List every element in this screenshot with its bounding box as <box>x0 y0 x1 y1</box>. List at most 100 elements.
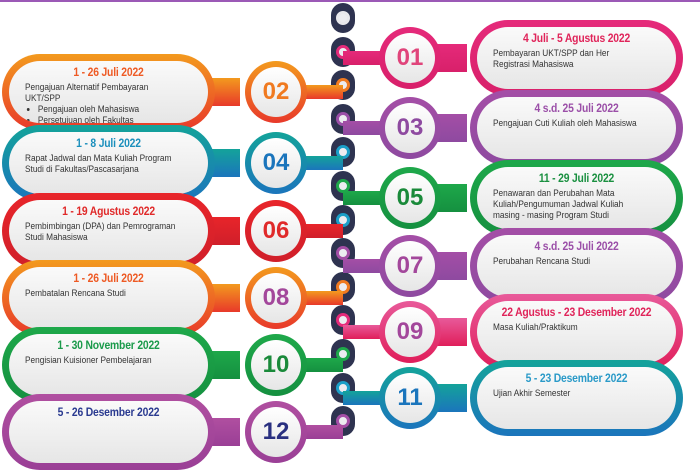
connector <box>343 259 383 273</box>
step-number-badge: 04 <box>245 132 307 194</box>
connector <box>300 156 343 170</box>
chain-dot <box>336 414 350 429</box>
event-description: Pembatalan Rencana Studi <box>25 288 179 299</box>
event-description-text: Pengajuan Alternatif Pembayaran UKT/SPP <box>25 82 149 103</box>
timeline-item-09: 22 Agustus - 23 Desember 2022 Masa Kulia… <box>0 294 700 370</box>
event-bullets: Pengajuan oleh MahasiswaPersetujuan oleh… <box>25 104 179 123</box>
event-card: 4 Juli - 5 Agustus 2022 Pembayaran UKT/S… <box>470 20 683 96</box>
event-card: 1 - 8 Juli 2022 Rapat Jadwal dan Mata Ku… <box>2 125 215 201</box>
event-card: 4 s.d. 25 Juli 2022 Pengajuan Cuti Kulia… <box>470 90 683 166</box>
event-description: Perubahan Rencana Studi <box>493 256 647 267</box>
connector <box>343 121 383 135</box>
timeline-item-10: 1 - 30 November 2022 Pengisian Kuisioner… <box>0 327 700 403</box>
event-description-text: Pembayaran UKT/SPP dan Her Registrasi Ma… <box>493 48 610 69</box>
event-description: Masa Kuliah/Praktikum <box>493 322 647 333</box>
event-description-text: Perubahan Rencana Studi <box>493 256 591 266</box>
event-description-text: Pengajuan Cuti Kuliah oleh Mahasiswa <box>493 118 637 128</box>
event-date: 4 Juli - 5 Agustus 2022 <box>522 33 631 45</box>
step-number-badge: 11 <box>379 367 441 429</box>
timeline-item-04: 1 - 8 Juli 2022 Rapat Jadwal dan Mata Ku… <box>0 125 700 201</box>
event-date: 11 - 29 Juli 2022 <box>538 173 615 185</box>
connector-neck <box>210 351 240 379</box>
event-description: Pengajuan Cuti Kuliah oleh Mahasiswa <box>493 118 647 129</box>
event-description: Penawaran dan Perubahan Mata Kuliah/Peng… <box>493 188 647 221</box>
connector-neck <box>210 217 240 245</box>
timeline-item-06: 1 - 19 Agustus 2022 Pembimbingan (DPA) d… <box>0 193 700 269</box>
event-card: 1 - 26 Juli 2022 Pengajuan Alternatif Pe… <box>2 54 215 130</box>
event-description-text: Masa Kuliah/Praktikum <box>493 322 578 332</box>
event-description: Pengajuan Alternatif Pembayaran UKT/SPPP… <box>25 82 179 123</box>
event-date: 1 - 26 Juli 2022 <box>73 67 144 79</box>
connector-neck <box>210 284 240 312</box>
connector-neck <box>210 149 240 177</box>
event-date: 1 - 8 Juli 2022 <box>76 138 141 150</box>
connector-neck <box>210 78 240 106</box>
chain-link <box>331 137 355 168</box>
chain-dot <box>336 246 350 261</box>
timeline-item-08: 1 - 26 Juli 2022 Pembatalan Rencana Stud… <box>0 260 700 336</box>
connector <box>343 391 383 405</box>
event-description-text: Penawaran dan Perubahan Mata Kuliah/Peng… <box>493 188 624 220</box>
step-number-badge: 06 <box>245 200 307 262</box>
event-description-text: Pengisian Kuisioner Pembelajaran <box>25 355 152 365</box>
step-number: 01 <box>385 33 435 83</box>
connector-neck <box>437 252 467 280</box>
event-date: 1 - 26 Juli 2022 <box>73 273 144 285</box>
event-description: Ujian Akhir Semester <box>493 388 647 399</box>
step-number-badge: 08 <box>245 267 307 329</box>
chain-dot <box>336 279 350 294</box>
timeline-item-03: 4 s.d. 25 Juli 2022 Pengajuan Cuti Kulia… <box>0 90 700 166</box>
connector-neck <box>437 114 467 142</box>
step-number-badge: 09 <box>379 301 441 363</box>
step-number: 06 <box>251 206 301 256</box>
timeline-item-07: 4 s.d. 25 Juli 2022 Perubahan Rencana St… <box>0 228 700 304</box>
event-description-text: Pembimbingan (DPA) dan Pemrograman Studi… <box>25 221 176 242</box>
event-card: 1 - 19 Agustus 2022 Pembimbingan (DPA) d… <box>2 193 215 269</box>
event-date: 1 - 30 November 2022 <box>57 340 160 352</box>
event-description: Pembimbingan (DPA) dan Pemrograman Studi… <box>25 221 179 243</box>
chain-dot <box>336 11 350 25</box>
event-date: 5 - 26 Desember 2022 <box>57 407 160 419</box>
step-number: 08 <box>251 273 301 323</box>
step-number: 09 <box>385 307 435 357</box>
chain-dot <box>336 145 350 160</box>
bullet-item: Persetujuan oleh Fakultas <box>38 115 179 123</box>
event-description-text: Ujian Akhir Semester <box>493 388 571 398</box>
step-number-badge: 02 <box>245 61 307 123</box>
step-number-badge: 12 <box>245 401 307 463</box>
chain-dot <box>336 212 350 227</box>
timeline-item-11: 5 - 23 Desember 2022 Ujian Akhir Semeste… <box>0 360 700 436</box>
step-number: 03 <box>385 103 435 153</box>
connector <box>300 85 343 99</box>
connector <box>300 224 343 238</box>
step-number: 04 <box>251 138 301 188</box>
connector <box>343 325 383 339</box>
connector-neck <box>437 44 467 72</box>
chain-link <box>331 3 355 33</box>
event-date: 22 Agustus - 23 Desember 2022 <box>501 307 652 319</box>
step-number: 05 <box>385 173 435 223</box>
step-number: 11 <box>385 373 435 423</box>
event-card: 5 - 26 Desember 2022 <box>2 394 215 470</box>
bullet-item: Pengajuan oleh Mahasiswa <box>38 104 179 115</box>
chain-dot <box>336 347 350 361</box>
event-description-text: Pembatalan Rencana Studi <box>25 288 126 298</box>
timeline-item-05: 11 - 29 Juli 2022 Penawaran dan Perubaha… <box>0 160 700 236</box>
step-number: 10 <box>251 340 301 390</box>
connector <box>343 51 383 65</box>
step-number-badge: 07 <box>379 235 441 297</box>
connector <box>300 291 343 305</box>
event-card: 1 - 30 November 2022 Pengisian Kuisioner… <box>2 327 215 403</box>
step-number-badge: 03 <box>379 97 441 159</box>
connector <box>343 191 383 205</box>
timeline-item-12: 5 - 26 Desember 2022 12 <box>0 394 700 470</box>
connector <box>300 358 343 372</box>
step-number: 02 <box>251 67 301 117</box>
event-date: 5 - 23 Desember 2022 <box>525 373 628 385</box>
event-description: Pengisian Kuisioner Pembelajaran <box>25 355 179 366</box>
step-number: 07 <box>385 241 435 291</box>
event-card: 11 - 29 Juli 2022 Penawaran dan Perubaha… <box>470 160 683 236</box>
event-description: Pembayaran UKT/SPP dan Her Registrasi Ma… <box>493 48 647 70</box>
event-date: 4 s.d. 25 Juli 2022 <box>534 103 619 115</box>
event-date: 1 - 19 Agustus 2022 <box>62 206 155 218</box>
